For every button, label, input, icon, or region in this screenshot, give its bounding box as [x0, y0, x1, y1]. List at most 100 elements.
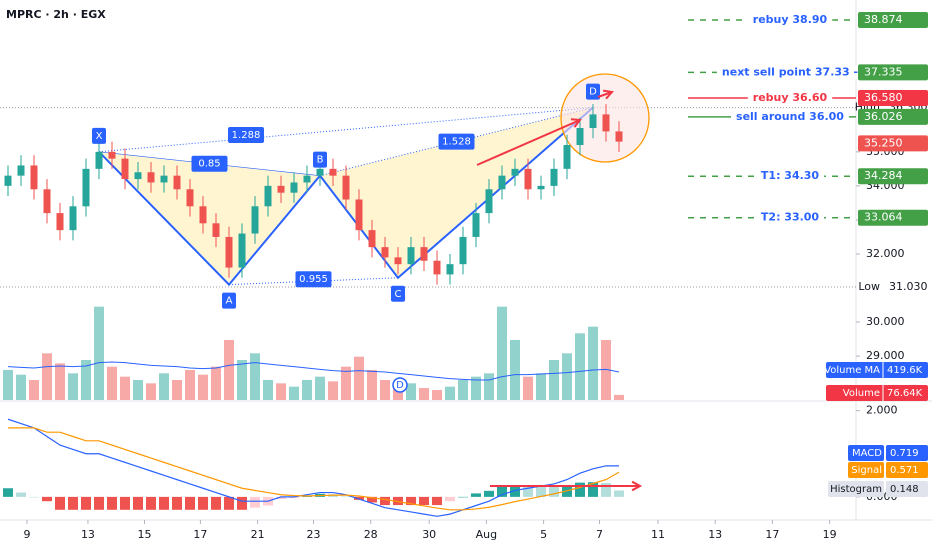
candle-body: [95, 151, 103, 169]
pattern-point-label: X: [96, 131, 103, 142]
candle-body: [498, 175, 506, 190]
histogram-bar: [276, 496, 286, 500]
legend-name: Volume: [843, 388, 880, 399]
histogram-bar: [146, 496, 156, 510]
histogram-bar: [406, 496, 416, 506]
level-label-bg: [747, 12, 833, 27]
ratio-box: [191, 155, 228, 172]
x-tick-label: 11: [651, 528, 665, 541]
volume-bar: [549, 360, 559, 400]
histogram-bar: [471, 493, 481, 497]
pattern-point-label: C: [395, 289, 402, 300]
candle-body: [381, 247, 389, 258]
legend-value-bg: [886, 481, 928, 497]
candle-body: [485, 189, 493, 214]
legend-name: Volume MA: [824, 365, 880, 376]
volume-bar: [588, 326, 598, 400]
volume-bar: [562, 353, 572, 400]
candle-body: [290, 182, 298, 193]
level-tag-label: 37.335: [864, 65, 903, 78]
volume-bar: [276, 383, 286, 400]
pattern-ratio-line: [319, 107, 594, 177]
volume-bar: [107, 366, 117, 400]
histogram-bar: [94, 496, 104, 510]
candle-body: [277, 185, 285, 193]
histogram-bar: [185, 496, 195, 510]
ratio-box: [438, 133, 475, 150]
candle-body: [576, 128, 584, 146]
candle-body: [394, 257, 402, 265]
volume-bar: [263, 380, 273, 400]
candle-body: [147, 172, 155, 183]
level-tag: [858, 108, 928, 125]
legend-value-bg: [886, 445, 928, 461]
candle-body: [342, 175, 350, 200]
histogram-bar: [575, 482, 585, 497]
histogram-bar: [393, 496, 403, 506]
level-label-bg: [747, 91, 833, 106]
y-tick-label: 32.000: [866, 247, 905, 260]
volume-bar: [575, 333, 585, 400]
histogram-bar: [237, 496, 247, 510]
x-tick-label: 17: [765, 528, 779, 541]
y-tick-label: 30.000: [866, 315, 905, 328]
volume-bar: [237, 360, 247, 400]
macd-line: [7, 418, 620, 517]
level-tag: [858, 11, 928, 28]
candle-body: [238, 233, 246, 268]
candle-body: [524, 168, 532, 190]
arrow-head: [602, 89, 614, 100]
candle-body: [225, 236, 233, 268]
histogram-bar: [510, 485, 520, 497]
volume-bar: [536, 373, 546, 400]
volume-bar: [3, 370, 13, 400]
histogram-bar: [198, 496, 208, 510]
y-tick-label: 2.000: [866, 404, 898, 417]
histogram-bar: [445, 496, 455, 502]
candle-body: [511, 168, 519, 176]
volume-bar: [315, 376, 325, 400]
histogram-bar: [367, 496, 377, 503]
volume-bar: [250, 353, 260, 400]
histogram-bar: [55, 496, 65, 510]
candle-body: [446, 264, 454, 275]
legend-tag: [826, 385, 928, 401]
pattern-fill: [99, 151, 320, 285]
x-tick-label: 30: [422, 528, 436, 541]
candle-body: [407, 247, 415, 265]
pattern-point-box: [222, 292, 236, 309]
volume-bar: [458, 380, 468, 400]
histogram-bar: [588, 482, 598, 497]
arrow: [597, 91, 613, 98]
candle-body: [264, 185, 272, 207]
x-tick-label: Aug: [476, 528, 497, 541]
volume-bar: [29, 380, 39, 400]
pattern-point-box: [586, 83, 600, 100]
volume-bar: [133, 380, 143, 400]
legend-value-bg: [886, 462, 928, 478]
volume-bar: [120, 376, 130, 400]
level-tag: [858, 209, 928, 226]
volume-bar: [211, 366, 221, 400]
volume-bar: [94, 306, 104, 400]
ratio-label: 1.288: [232, 130, 261, 141]
candle-body: [420, 247, 428, 261]
x-tick-label: 23: [307, 528, 321, 541]
ratio-box: [228, 127, 264, 143]
histogram-bar: [380, 496, 390, 506]
legend-name: Histogram: [830, 484, 882, 495]
histogram-bar: [549, 486, 559, 497]
candle-body: [199, 206, 207, 224]
candle-body: [56, 213, 64, 231]
x-tick-label: 28: [364, 528, 378, 541]
level-label: rebuy 36.60: [753, 91, 828, 104]
candle-body: [433, 260, 441, 275]
legend-name: Signal: [851, 465, 882, 476]
x-tick-label: 9: [23, 528, 30, 541]
histogram-bar: [354, 496, 364, 500]
candle-body: [550, 168, 558, 186]
candle-body: [160, 175, 168, 183]
candle-body: [43, 189, 51, 214]
candle-body: [69, 206, 77, 231]
histogram-bar: [42, 496, 52, 502]
